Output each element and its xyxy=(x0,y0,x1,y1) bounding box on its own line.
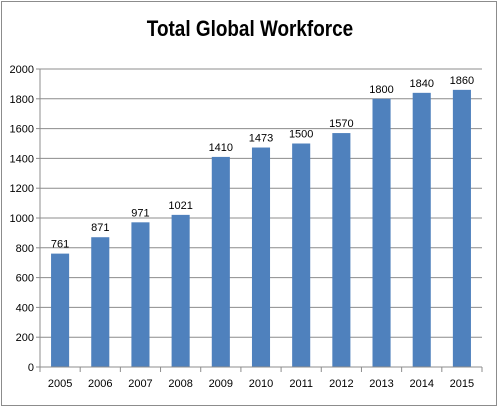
data-label-2015: 1860 xyxy=(450,75,474,87)
labels: 0 200 400 600 800 1000 1200 1400 1600 1800 2000 761… xyxy=(10,64,475,390)
y-tick-label: 1000 xyxy=(10,213,34,225)
x-tick-label-2011: 2011 xyxy=(289,378,313,390)
data-label-2008: 1021 xyxy=(168,200,192,212)
bar-2015 xyxy=(452,89,471,368)
x-tick-label-2007: 2007 xyxy=(128,378,152,390)
y-tick-label: 0 xyxy=(28,362,34,374)
y-tick-label: 2000 xyxy=(10,64,34,76)
bar-2009 xyxy=(211,156,230,367)
data-label-2005: 761 xyxy=(51,239,69,251)
x-tick-label-2008: 2008 xyxy=(168,378,192,390)
x-tick-label-2014: 2014 xyxy=(409,378,433,390)
bar-2014 xyxy=(412,92,431,367)
x-tick-label-2015: 2015 xyxy=(450,378,474,390)
axes xyxy=(36,68,483,372)
x-tick-label-2005: 2005 xyxy=(48,378,72,390)
y-tick-label: 600 xyxy=(16,273,34,285)
x-tick-label-2009: 2009 xyxy=(209,378,233,390)
data-label-2009: 1410 xyxy=(209,142,233,154)
x-tick-label-2006: 2006 xyxy=(88,378,112,390)
bars xyxy=(51,89,471,368)
y-tick-label: 1800 xyxy=(10,94,34,106)
bar-2007 xyxy=(131,222,150,367)
data-label-2013: 1800 xyxy=(369,84,393,96)
bar-2013 xyxy=(372,98,391,368)
y-tick-label: 1200 xyxy=(10,183,34,195)
data-label-2006: 871 xyxy=(91,222,109,234)
data-label-2010: 1473 xyxy=(249,133,273,145)
bar-2012 xyxy=(332,133,351,367)
x-tick-label-2013: 2013 xyxy=(369,378,393,390)
bar-2010 xyxy=(251,147,271,367)
y-tick-label: 1400 xyxy=(10,153,34,165)
data-label-2014: 1840 xyxy=(409,78,433,90)
y-tick-label: 200 xyxy=(16,332,34,344)
data-label-2012: 1570 xyxy=(329,118,353,130)
x-tick-label-2010: 2010 xyxy=(249,378,273,390)
chart-title: Total Global Workforce xyxy=(146,16,354,41)
y-tick-label: 800 xyxy=(16,243,34,255)
y-tick-label: 1600 xyxy=(10,124,34,136)
bar-2005 xyxy=(51,253,70,367)
data-label-2007: 971 xyxy=(131,207,149,219)
y-tick-label: 400 xyxy=(16,302,34,314)
bar-2011 xyxy=(292,143,311,367)
x-tick-label-2012: 2012 xyxy=(329,378,353,390)
bar-2008 xyxy=(171,214,190,367)
bar-2006 xyxy=(91,237,110,367)
data-label-2011: 1500 xyxy=(289,129,313,141)
